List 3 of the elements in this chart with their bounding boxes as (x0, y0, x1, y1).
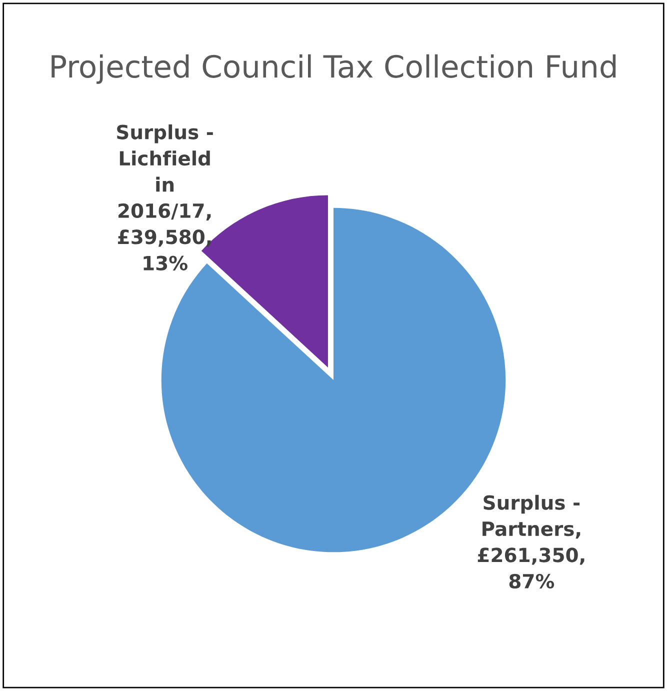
slice-label: Surplus - Partners, £261,350, 87% (478, 494, 584, 589)
slice-label: Surplus - Lichfield in 2016/17, £39,580, 13% (117, 124, 213, 270)
chart-title: Projected Council Tax Collection Fund (52, 54, 616, 84)
